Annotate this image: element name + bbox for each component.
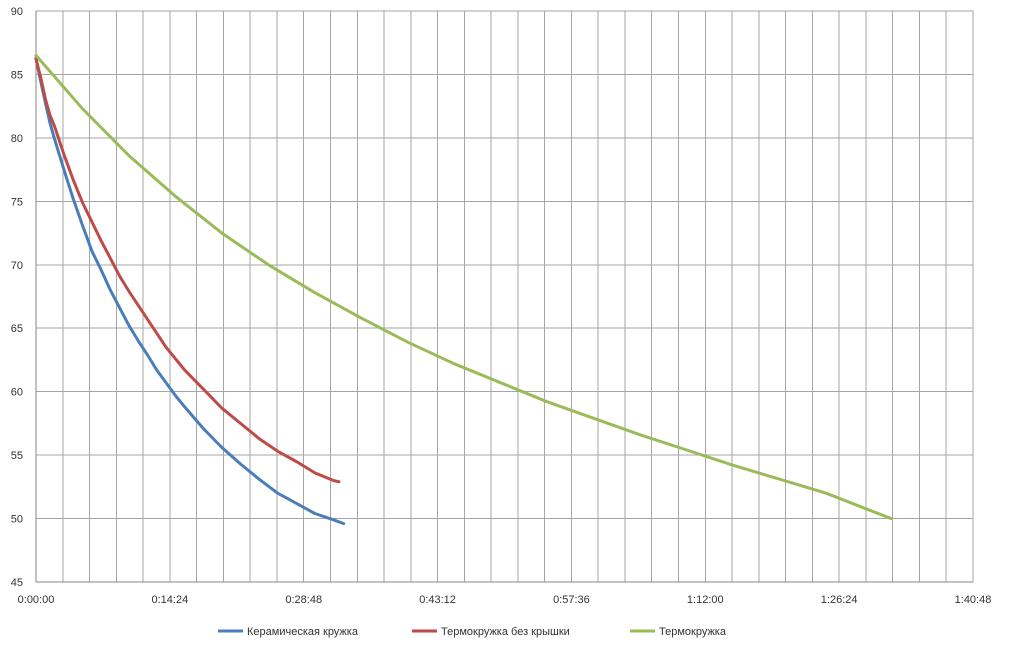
y-tick-label: 60: [11, 387, 23, 399]
legend: Керамическая кружка Термокружка без крышк…: [218, 626, 727, 638]
y-tick-label: 45: [11, 577, 23, 589]
y-tick-label: 50: [11, 514, 23, 526]
y-tick-label: 55: [11, 450, 23, 462]
x-tick-label: 1:12:00: [687, 594, 724, 606]
x-tick-label: 0:00:00: [18, 594, 55, 606]
y-tick-label: 85: [11, 69, 23, 81]
x-tick-label: 0:57:36: [553, 594, 590, 606]
y-tick-label: 90: [11, 6, 23, 18]
x-axis-tick-labels: 0:00:00 0:14:24 0:28:48 0:43:12 0:57:36 1:12:…: [18, 594, 992, 606]
y-tick-label: 80: [11, 133, 23, 145]
legend-label-3: Термокружка: [659, 626, 727, 638]
series-line-3: [34, 53, 893, 521]
x-tick-label: 1:40:48: [955, 594, 992, 606]
x-tick-label: 1:26:24: [821, 594, 858, 606]
y-tick-label: 65: [11, 323, 23, 335]
y-tick-label: 75: [11, 196, 23, 208]
y-tick-label: 70: [11, 260, 23, 272]
data-series: [34, 53, 893, 526]
x-tick-label: 0:43:12: [419, 594, 456, 606]
x-tick-label: 0:28:48: [285, 594, 322, 606]
legend-label-1: Керамическая кружка: [247, 626, 359, 638]
series-line-2: [34, 57, 341, 484]
legend-label-2: Термокружка без крышки: [441, 626, 570, 638]
y-axis-tick-labels: 45 50 55 60 65 70 75 80 85 90: [11, 6, 23, 589]
series-line-1: [34, 56, 346, 526]
x-tick-label: 0:14:24: [152, 594, 189, 606]
gridlines: [35, 10, 974, 583]
